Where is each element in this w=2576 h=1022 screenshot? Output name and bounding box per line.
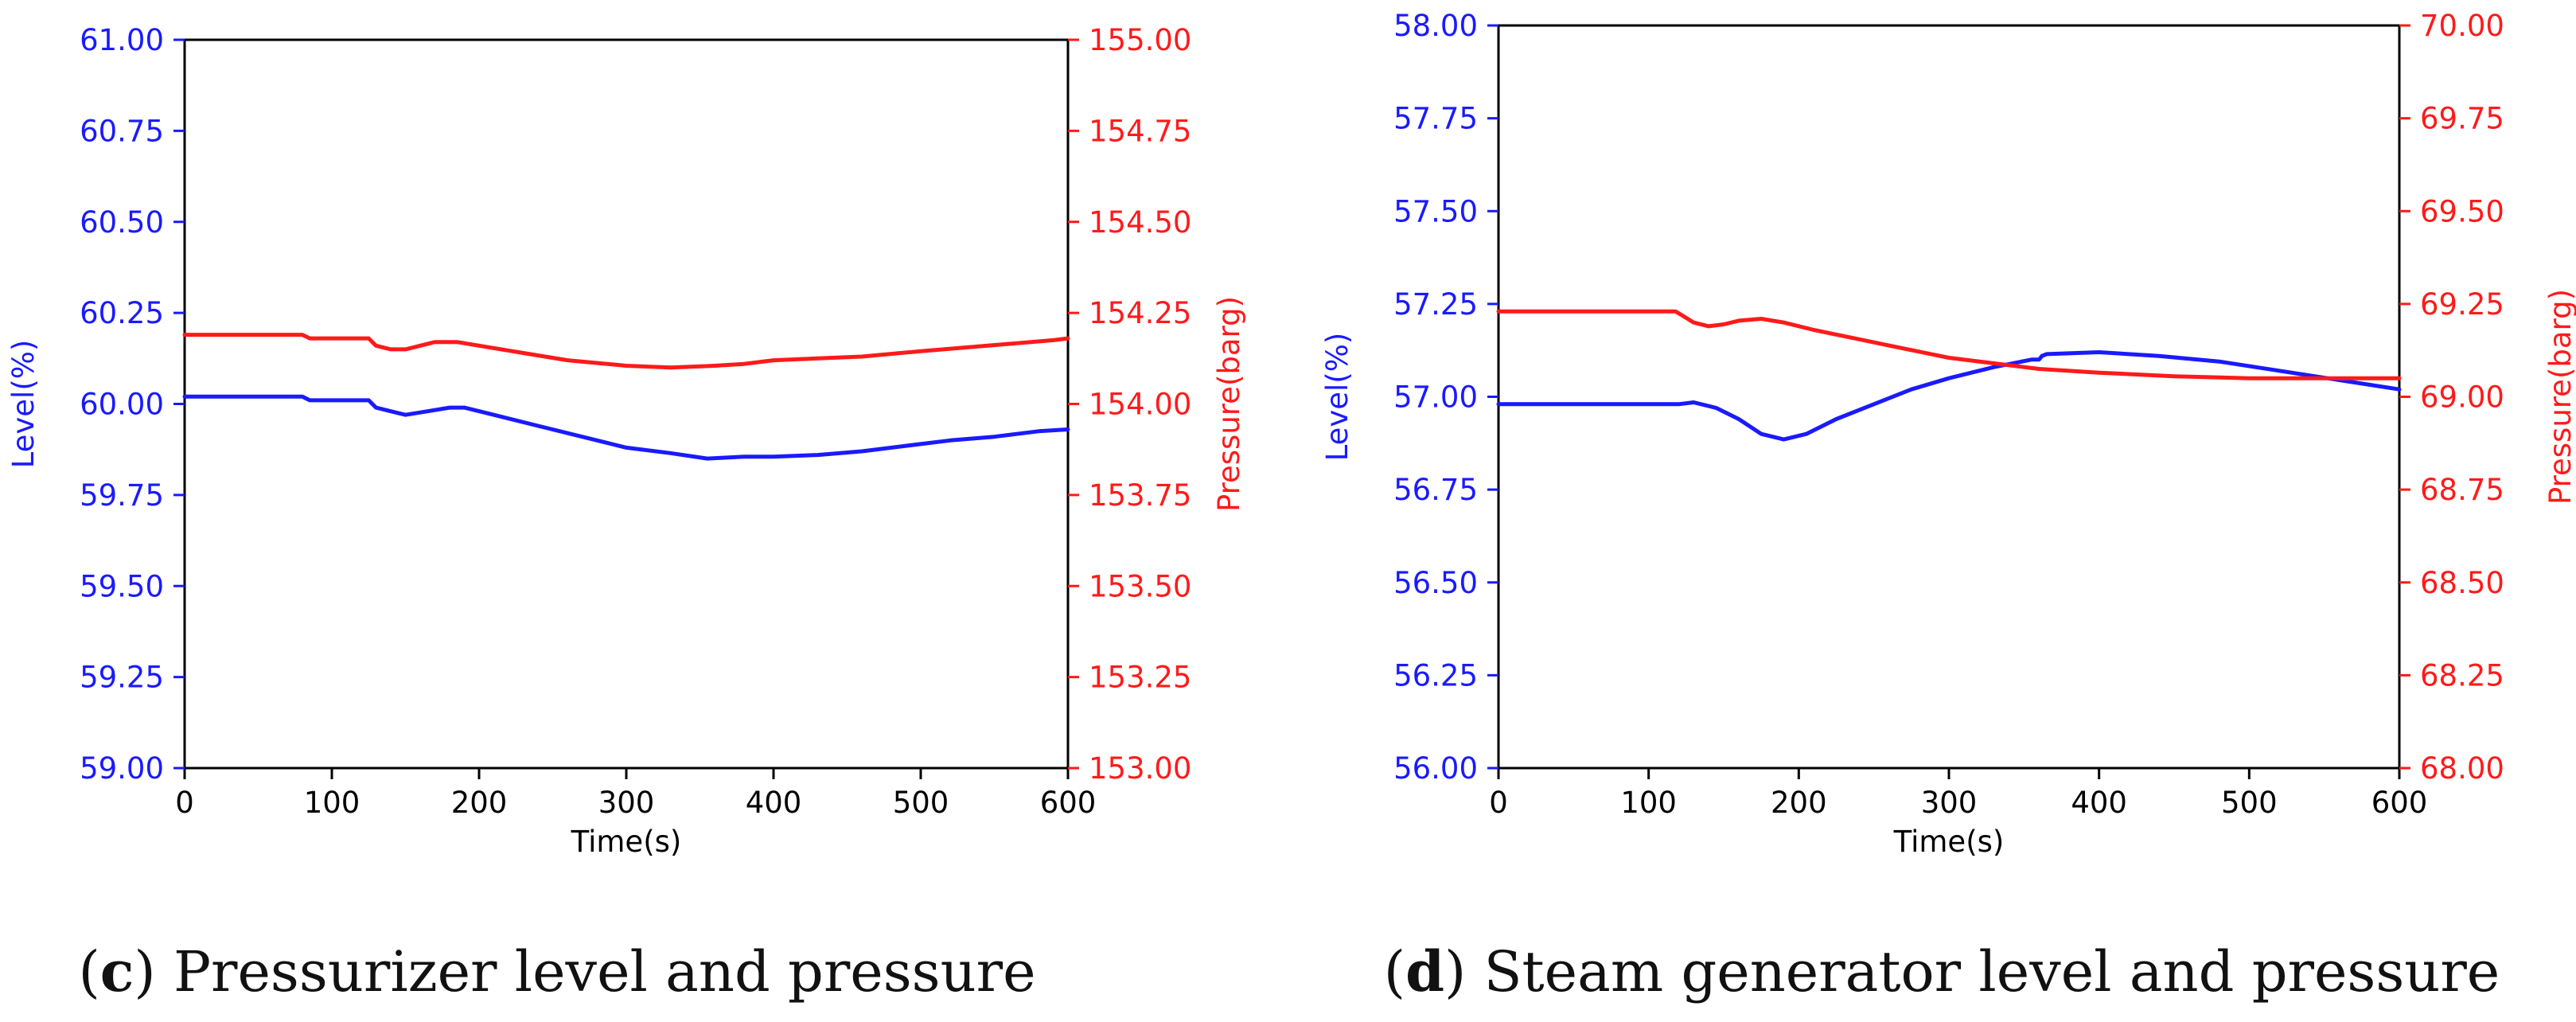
caption-paren-open: ( bbox=[78, 939, 99, 1004]
x-tick-label: 500 bbox=[893, 786, 949, 820]
level-series-line bbox=[182, 394, 1070, 461]
right-y-tick-label: 70.00 bbox=[2420, 9, 2504, 43]
plot-frame bbox=[183, 38, 1070, 770]
x-tick-label: 0 bbox=[1489, 786, 1508, 820]
right-y-tick-label: 68.50 bbox=[2420, 566, 2504, 600]
left-y-tick-label: 56.75 bbox=[1393, 473, 1478, 507]
left-y-tick-label: 61.00 bbox=[80, 23, 164, 57]
right-y-tick-label: 68.75 bbox=[2420, 473, 2504, 507]
left-y-tick-label: 58.00 bbox=[1393, 9, 1478, 43]
x-tick-label: 200 bbox=[451, 786, 508, 820]
right-y-tick-label: 69.25 bbox=[2420, 287, 2504, 322]
panel-c: 0 100 200 300 400 500 600 59.00 59.25 59.50 59.75 6… bbox=[6, 23, 1246, 1004]
panel-d: 0 100 200 300 400 500 600 56.00 56.25 56.50 56.75 5… bbox=[1320, 9, 2576, 1004]
left-y-tick-label: 59.50 bbox=[80, 569, 164, 603]
x-tick-label: 300 bbox=[598, 786, 655, 820]
x-axis-label: Time(s) bbox=[571, 825, 682, 859]
caption-paren-close: ) bbox=[1444, 939, 1466, 1004]
caption-text: Steam generator level and pressure bbox=[1466, 939, 2500, 1004]
right-y-tick-label: 153.25 bbox=[1089, 661, 1191, 695]
right-y-tick-label: 154.75 bbox=[1089, 114, 1191, 148]
x-tick-label: 300 bbox=[1921, 786, 1978, 820]
right-y-tick-label: 154.50 bbox=[1089, 205, 1191, 240]
right-y-tick-label: 154.25 bbox=[1089, 296, 1191, 330]
x-tick-label: 500 bbox=[2221, 786, 2278, 820]
right-y-tick-label: 68.00 bbox=[2420, 751, 2504, 786]
right-y-tick-label: 69.75 bbox=[2420, 102, 2504, 136]
pressure-series-line bbox=[1496, 309, 2402, 380]
left-y-axis-label: Level(%) bbox=[6, 340, 41, 469]
right-y-tick-label: 154.00 bbox=[1089, 388, 1191, 422]
x-tick-label: 100 bbox=[304, 786, 360, 820]
left-y-tick-label: 60.25 bbox=[80, 296, 164, 330]
caption-letter: c bbox=[100, 938, 134, 1004]
right-y-axis-label: Pressure(barg) bbox=[1212, 296, 1246, 512]
left-y-tick-label: 56.50 bbox=[1393, 566, 1478, 600]
x-tick-label: 100 bbox=[1620, 786, 1677, 820]
left-y-tick-label: 57.00 bbox=[1393, 380, 1478, 415]
figure-caption: (c) Pressurizer level and pressure bbox=[78, 938, 1035, 1004]
pressure-series-line bbox=[182, 333, 1070, 370]
left-y-tick-label: 57.50 bbox=[1393, 194, 1478, 228]
x-axis-label: Time(s) bbox=[1893, 825, 2005, 859]
caption-paren-open: ( bbox=[1384, 939, 1405, 1004]
plot-frame bbox=[1497, 24, 2401, 770]
left-y-tick-label: 59.25 bbox=[80, 661, 164, 695]
right-y-tick-label: 155.00 bbox=[1089, 23, 1191, 57]
left-y-tick-label: 57.25 bbox=[1393, 287, 1478, 322]
caption-letter: d bbox=[1405, 938, 1444, 1004]
right-y-tick-label: 69.00 bbox=[2420, 380, 2504, 415]
right-y-tick-label: 153.00 bbox=[1089, 751, 1191, 786]
level-series-line bbox=[1496, 350, 2402, 442]
left-y-tick-label: 57.75 bbox=[1393, 102, 1478, 136]
x-tick-label: 600 bbox=[2371, 786, 2428, 820]
x-tick-label: 200 bbox=[1771, 786, 1827, 820]
left-y-tick-label: 59.00 bbox=[80, 751, 164, 786]
left-y-tick-label: 59.75 bbox=[80, 478, 164, 513]
x-tick-label: 0 bbox=[175, 786, 194, 820]
x-tick-label: 400 bbox=[746, 786, 802, 820]
left-y-tick-label: 60.00 bbox=[80, 388, 164, 422]
left-y-tick-label: 60.75 bbox=[80, 114, 164, 148]
right-y-tick-label: 153.50 bbox=[1089, 569, 1191, 603]
left-y-tick-label: 60.50 bbox=[80, 205, 164, 240]
left-y-tick-label: 56.00 bbox=[1393, 751, 1478, 786]
caption-paren-close: ) bbox=[134, 939, 155, 1004]
right-y-axis-label: Pressure(barg) bbox=[2543, 289, 2576, 505]
caption-text: Pressurizer level and pressure bbox=[156, 939, 1036, 1004]
right-y-tick-label: 68.25 bbox=[2420, 658, 2504, 692]
figure-caption: (d) Steam generator level and pressure bbox=[1384, 938, 2500, 1004]
left-y-axis-label: Level(%) bbox=[1320, 333, 1354, 462]
left-y-tick-label: 56.25 bbox=[1393, 658, 1478, 692]
right-y-tick-label: 153.75 bbox=[1089, 478, 1191, 513]
x-tick-label: 400 bbox=[2071, 786, 2127, 820]
x-tick-label: 600 bbox=[1040, 786, 1097, 820]
right-y-tick-label: 69.50 bbox=[2420, 194, 2504, 228]
